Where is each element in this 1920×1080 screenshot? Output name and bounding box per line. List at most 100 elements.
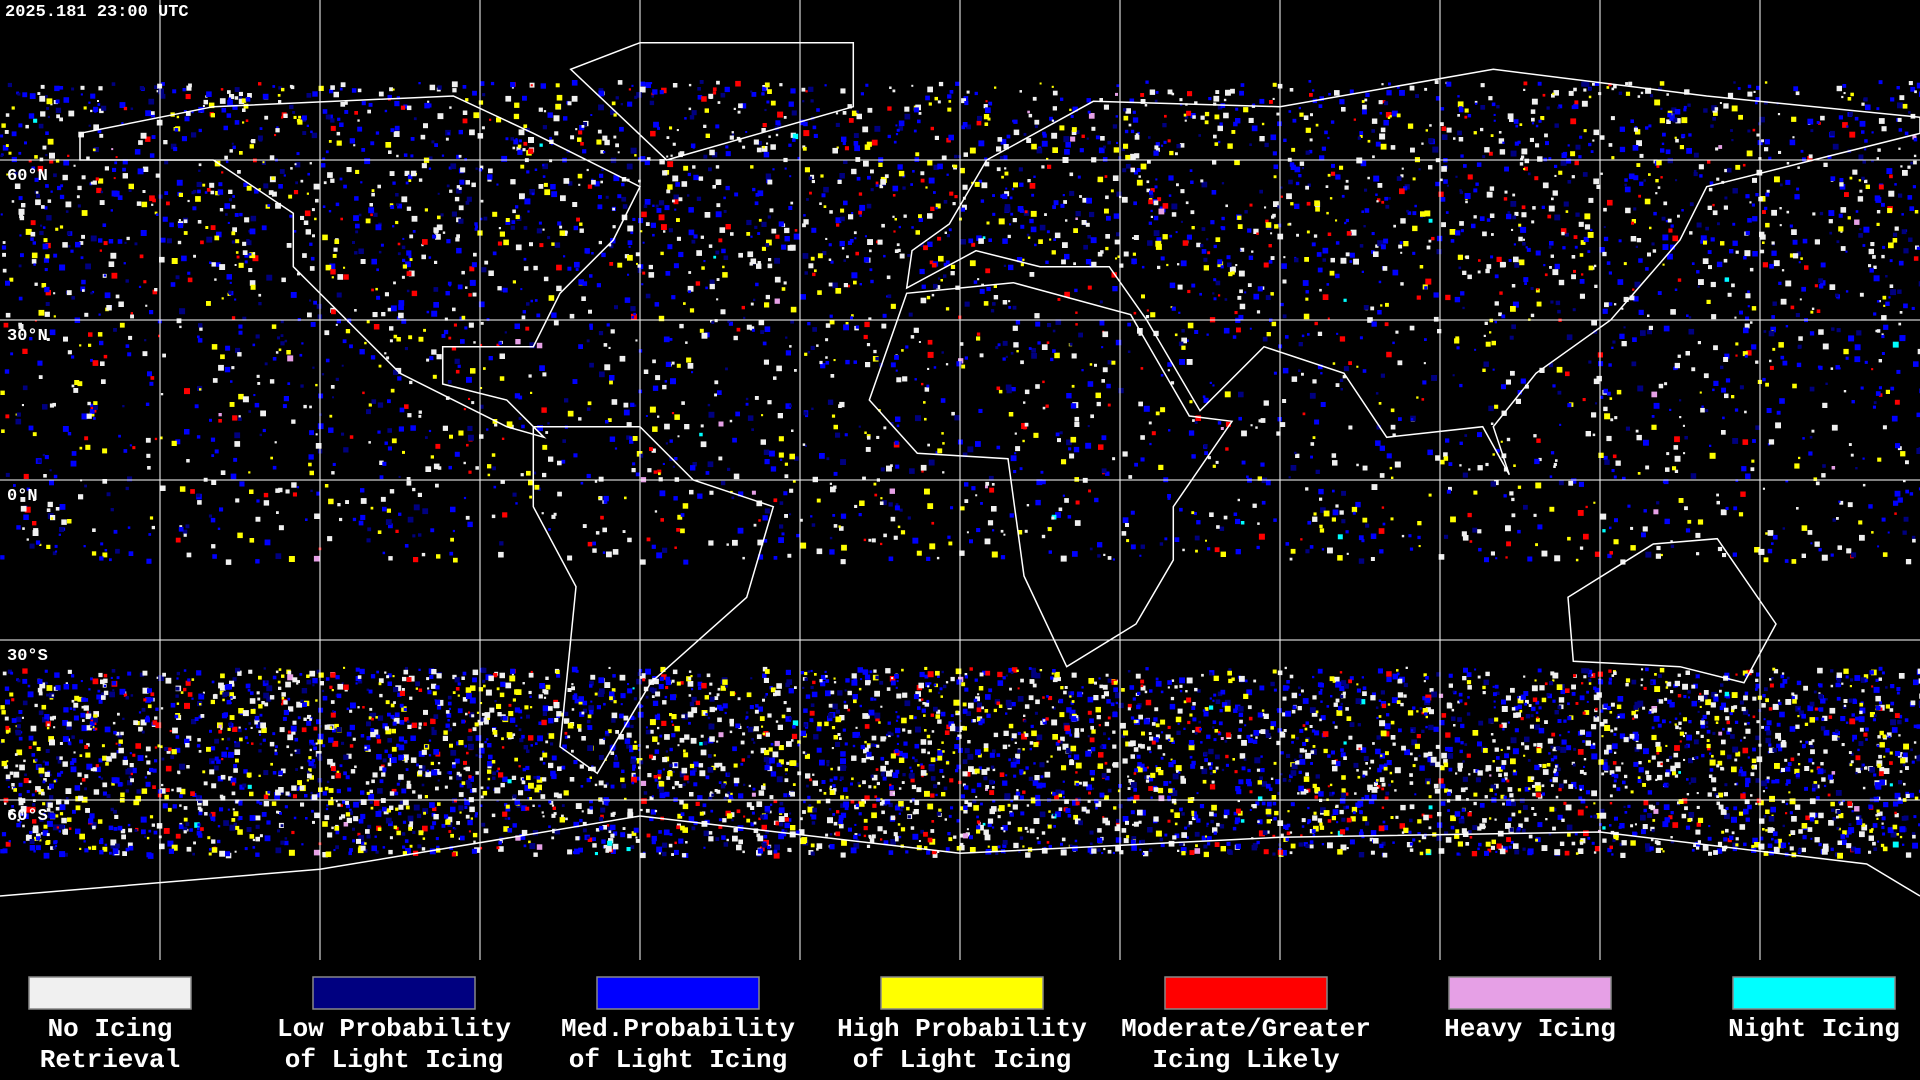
icing-speck xyxy=(62,736,69,742)
icing-speck xyxy=(482,790,488,796)
icing-speck xyxy=(1831,771,1836,775)
icing-speck xyxy=(460,835,465,841)
icing-speck xyxy=(1674,762,1681,769)
icing-speck xyxy=(1322,731,1329,737)
icing-speck xyxy=(1834,852,1840,857)
icing-speck xyxy=(202,770,206,774)
icing-speck xyxy=(1029,828,1035,834)
icing-speck xyxy=(102,782,108,788)
icing-speck xyxy=(363,849,368,853)
icing-speck xyxy=(1146,775,1151,779)
icing-speck xyxy=(915,691,921,697)
icing-speck xyxy=(1624,785,1628,789)
icing-speck xyxy=(324,786,329,791)
icing-speck xyxy=(1861,824,1868,831)
icing-speck xyxy=(1466,680,1472,685)
icing-speck xyxy=(1587,669,1593,675)
icing-speck xyxy=(1160,719,1166,725)
icing-speck xyxy=(1505,823,1511,829)
icing-speck xyxy=(920,739,927,745)
icing-speck xyxy=(450,806,456,813)
icing-speck xyxy=(784,813,788,817)
icing-speck xyxy=(1213,675,1219,681)
icing-speck xyxy=(146,760,151,765)
icing-speck xyxy=(1625,683,1629,687)
icing-speck xyxy=(1142,767,1148,772)
icing-speck xyxy=(1045,717,1049,721)
icing-speck xyxy=(983,743,989,748)
icing-speck xyxy=(209,729,212,733)
icing-speck xyxy=(912,756,915,760)
icing-speck xyxy=(362,706,365,709)
icing-speck xyxy=(866,844,871,848)
icing-speck xyxy=(210,811,216,817)
icing-speck xyxy=(1797,715,1800,718)
icing-speck xyxy=(1046,841,1050,844)
icing-speck xyxy=(791,733,798,739)
icing-speck xyxy=(1608,669,1612,673)
icing-speck xyxy=(714,789,718,793)
icing-speck xyxy=(667,771,673,777)
icing-speck xyxy=(1559,734,1562,737)
icing-speck xyxy=(1839,801,1844,806)
icing-speck xyxy=(81,697,86,702)
icing-speck xyxy=(1334,676,1340,683)
icing-speck xyxy=(937,719,942,724)
icing-speck xyxy=(23,778,29,784)
icing-speck xyxy=(1692,757,1695,760)
icing-speck xyxy=(1179,689,1183,693)
icing-speck xyxy=(1203,844,1208,849)
icing-speck xyxy=(322,821,328,827)
icing-speck xyxy=(888,850,894,855)
icing-speck xyxy=(1482,818,1487,823)
icing-speck xyxy=(645,729,651,735)
icing-speck xyxy=(1177,708,1183,714)
icing-speck xyxy=(591,765,594,768)
icing-speck xyxy=(1619,733,1626,739)
icing-speck xyxy=(1381,841,1386,846)
icing-speck xyxy=(1018,850,1021,853)
icing-speck xyxy=(1878,707,1883,711)
icing-speck xyxy=(100,838,104,841)
icing-speck xyxy=(1567,833,1571,837)
icing-speck xyxy=(610,784,615,789)
icing-speck xyxy=(1759,818,1765,824)
icing-speck xyxy=(199,703,202,706)
icing-speck xyxy=(115,731,120,736)
icing-speck xyxy=(385,817,392,824)
icing-speck xyxy=(309,718,312,721)
icing-speck xyxy=(283,709,289,716)
icing-speck xyxy=(1178,771,1181,774)
icing-speck xyxy=(147,771,151,775)
icing-speck xyxy=(221,758,224,761)
icing-speck xyxy=(1633,761,1639,767)
icing-speck xyxy=(1104,721,1110,727)
icing-speck xyxy=(1300,834,1303,837)
icing-speck xyxy=(161,757,165,761)
icing-speck xyxy=(1720,683,1724,687)
icing-speck xyxy=(1673,752,1679,758)
icing-speck xyxy=(43,852,50,859)
icing-speck xyxy=(158,675,164,681)
icing-speck xyxy=(1642,783,1646,787)
icing-speck xyxy=(681,714,685,719)
icing-speck xyxy=(1209,772,1213,775)
icing-speck xyxy=(1507,721,1510,724)
icing-speck xyxy=(1630,824,1634,828)
icing-speck xyxy=(1763,815,1767,818)
icing-speck xyxy=(231,818,236,822)
icing-speck xyxy=(1785,783,1789,786)
icing-speck xyxy=(1116,818,1120,823)
icing-speck xyxy=(1732,746,1739,753)
icing-speck xyxy=(317,792,320,795)
icing-speck xyxy=(1696,846,1700,850)
icing-speck xyxy=(1139,848,1142,851)
icing-speck xyxy=(1538,706,1542,710)
icing-speck xyxy=(1711,691,1717,698)
icing-speck xyxy=(1460,723,1465,729)
icing-speck xyxy=(1615,766,1621,772)
icing-speck xyxy=(125,789,129,793)
icing-speck xyxy=(95,766,101,773)
icing-speck xyxy=(1054,671,1060,678)
icing-speck xyxy=(992,826,995,829)
